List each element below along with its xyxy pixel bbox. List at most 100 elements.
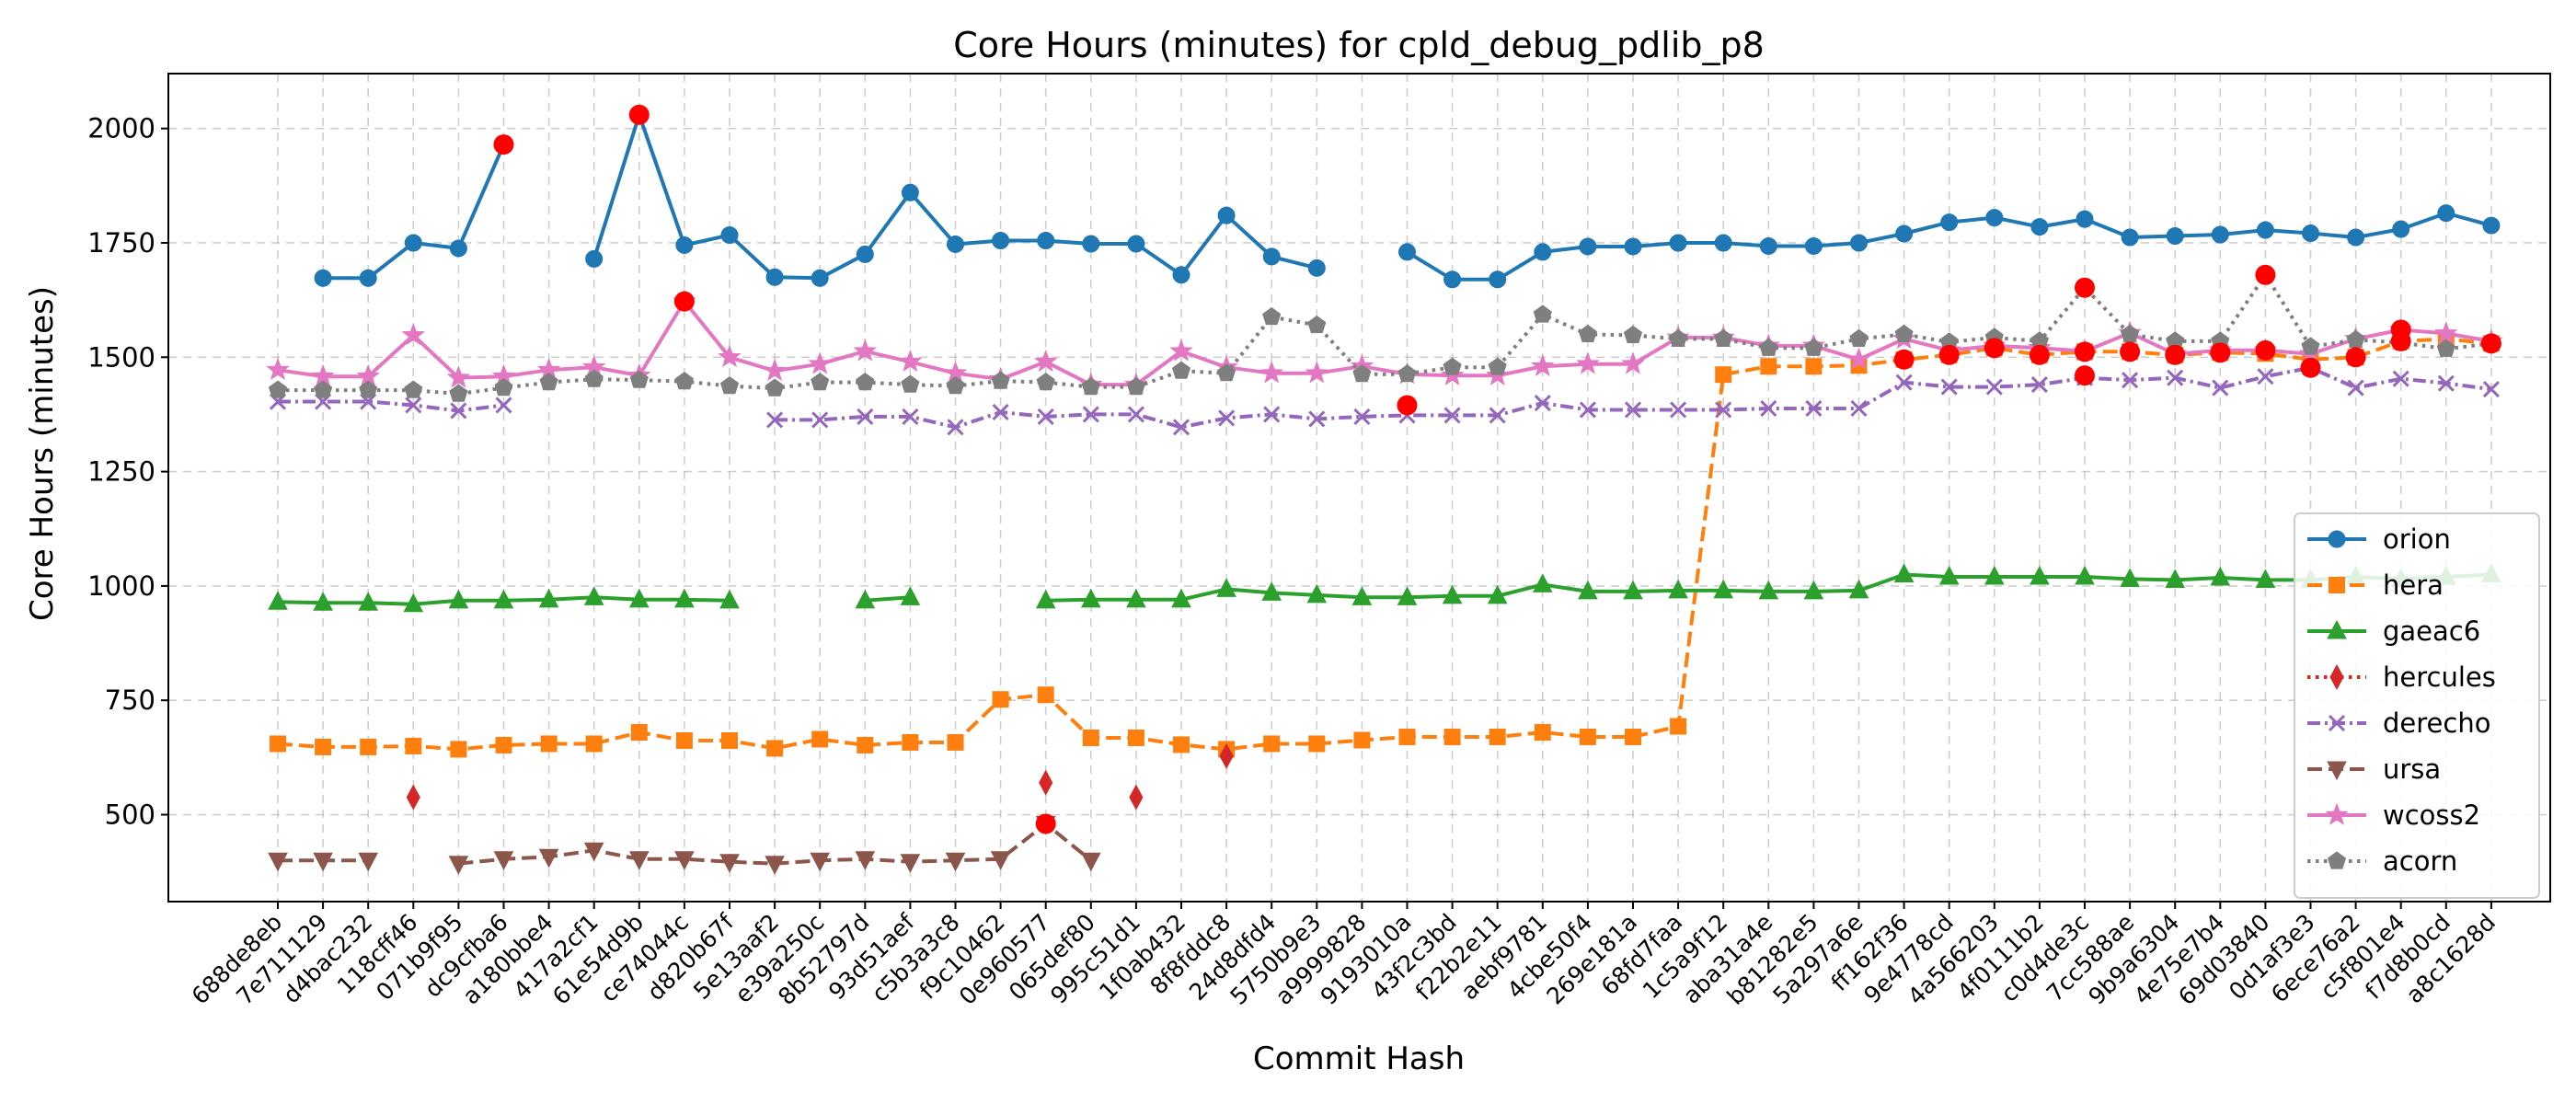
data-point-ursa — [313, 852, 333, 872]
data-point-hera — [1534, 724, 1551, 742]
data-point-acorn — [1126, 376, 1145, 396]
data-point-gaeac6 — [1126, 588, 1146, 608]
data-point-orion — [765, 268, 784, 286]
data-point-gaeac6 — [2030, 565, 2050, 585]
data-point-acorn — [1623, 325, 1643, 343]
data-point-acorn — [1849, 328, 1869, 347]
highlight-point — [2165, 344, 2186, 365]
data-point-acorn — [2436, 339, 2455, 357]
data-point-derecho — [2482, 381, 2500, 398]
data-point-orion — [1669, 234, 1687, 252]
data-point-wcoss2 — [1033, 349, 1058, 373]
data-point-orion — [1940, 213, 1959, 232]
data-point-gaeac6 — [358, 592, 379, 611]
data-point-orion — [675, 236, 694, 254]
data-point-derecho — [450, 402, 467, 420]
data-point-hera — [857, 736, 874, 753]
data-point-hera — [902, 733, 919, 751]
data-point-derecho — [1353, 408, 1371, 425]
data-point-derecho — [857, 408, 874, 425]
data-point-wcoss2 — [853, 339, 878, 362]
data-point-gaeac6 — [719, 589, 740, 609]
data-point-derecho — [1489, 407, 1506, 424]
data-point-derecho — [1579, 401, 1596, 419]
data-point-acorn — [539, 372, 558, 391]
data-point-derecho — [1082, 406, 1099, 423]
highlight-point — [1397, 395, 1418, 416]
data-point-wcoss2 — [763, 358, 787, 382]
data-point-orion — [1082, 235, 1100, 253]
data-point-orion — [2076, 210, 2094, 228]
data-point-gaeac6 — [1578, 580, 1598, 600]
y-tick-label: 1500 — [87, 341, 155, 373]
data-point-ursa — [990, 851, 1011, 870]
data-point-acorn — [1669, 328, 1688, 347]
legend-label-acorn: acorn — [2383, 845, 2457, 877]
data-point-orion — [2482, 216, 2501, 235]
data-point-orion — [992, 231, 1010, 249]
data-point-acorn — [1081, 376, 1100, 396]
data-point-hera — [495, 736, 512, 753]
data-point-acorn — [404, 380, 423, 398]
data-point-gaeac6 — [2255, 569, 2276, 588]
data-point-gaeac6 — [1261, 581, 1282, 601]
data-point-wcoss2 — [1621, 351, 1645, 374]
data-point-acorn — [856, 372, 875, 391]
data-point-orion — [2121, 228, 2139, 247]
data-point-gaeac6 — [1758, 580, 1779, 600]
data-point-orion — [585, 249, 604, 268]
data-point-derecho — [1760, 399, 1777, 418]
y-axis: 500 750 1000 1250 1500 1750 2000 — [87, 113, 168, 831]
data-point-wcoss2 — [718, 344, 742, 368]
highlight-point — [2075, 277, 2095, 298]
data-point-orion — [2302, 224, 2319, 243]
data-point-orion — [1037, 231, 1055, 249]
legend-marker-acorn — [2327, 851, 2347, 869]
highlight-point — [673, 291, 695, 312]
data-point-wcoss2 — [1576, 351, 1600, 374]
data-point-derecho — [1263, 406, 1281, 423]
data-point-gaeac6 — [2165, 569, 2186, 588]
data-point-wcoss2 — [446, 365, 471, 388]
data-point-orion — [1759, 236, 1777, 255]
data-point-acorn — [674, 371, 694, 390]
data-point-acorn — [2301, 337, 2320, 355]
data-point-hera — [992, 691, 1009, 708]
data-point-acorn — [901, 374, 920, 393]
data-point-wcoss2 — [898, 349, 923, 373]
data-point-hera — [315, 738, 332, 755]
data-point-derecho — [2030, 376, 2048, 394]
legend-label-derecho: derecho — [2383, 707, 2490, 739]
data-point-gaeac6 — [1306, 583, 1328, 604]
data-point-hera — [1173, 736, 1190, 753]
data-point-derecho — [1218, 409, 1236, 427]
data-point-hera — [360, 738, 377, 755]
data-point-wcoss2 — [1259, 361, 1283, 384]
data-point-hera — [585, 735, 603, 753]
data-point-gaeac6 — [493, 589, 514, 609]
series-line-acorn — [278, 272, 2492, 397]
data-point-wcoss2 — [1846, 347, 1871, 370]
data-point-hera — [675, 731, 693, 749]
data-point-gaeac6 — [403, 592, 424, 613]
highlight-point — [2075, 341, 2095, 362]
data-point-hera — [1398, 728, 1416, 745]
data-point-ursa — [900, 854, 921, 873]
data-point-hera — [1579, 728, 1596, 745]
data-point-acorn — [584, 369, 604, 387]
data-point-hera — [1127, 729, 1144, 746]
y-tick-label: 2000 — [87, 113, 155, 144]
data-point-acorn — [1759, 338, 1778, 356]
data-point-acorn — [811, 372, 830, 391]
highlight-point — [1035, 813, 1056, 834]
legend-marker-hera — [2329, 577, 2345, 593]
data-point-gaeac6 — [2210, 566, 2231, 586]
data-point-wcoss2 — [1169, 339, 1193, 362]
data-point-derecho — [1624, 401, 1642, 419]
data-point-hera — [540, 735, 558, 753]
data-point-gaeac6 — [583, 586, 604, 605]
highlight-point — [1938, 344, 1960, 365]
legend-label-wcoss2: wcoss2 — [2383, 799, 2480, 831]
legend-label-gaeac6: gaeac6 — [2383, 615, 2480, 647]
